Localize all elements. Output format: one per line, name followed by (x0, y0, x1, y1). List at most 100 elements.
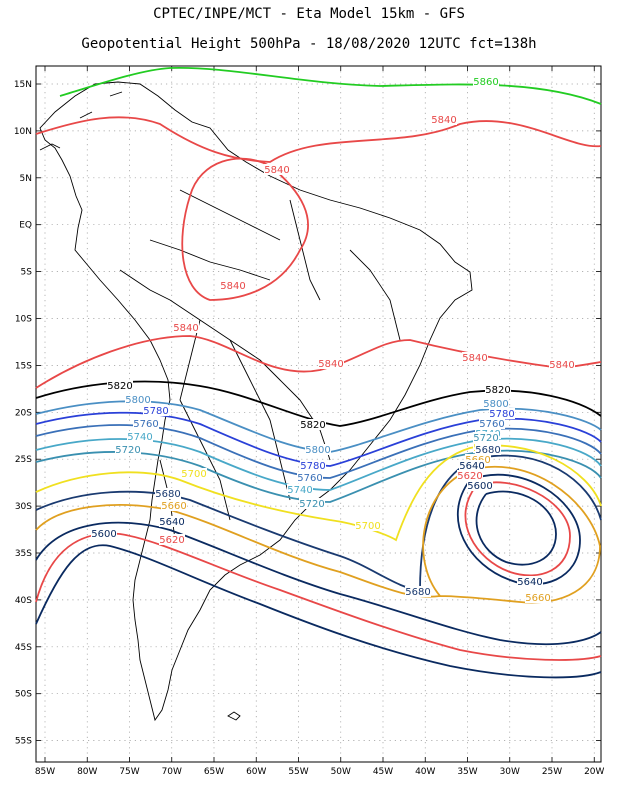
lon-label: 45W (373, 767, 393, 777)
contour-labels: 5860 5840 5840 5840 5840 5840 5840 5840 5820 5820… (91, 76, 575, 604)
lon-label: 60W (246, 767, 266, 777)
contour-label-bg (467, 480, 493, 491)
contour-label-5720: 5720 (299, 499, 324, 510)
contour-label-5620: 5620 (159, 535, 184, 546)
contour-5860 (59, 66, 602, 105)
contour-5660 (35, 465, 601, 604)
lat-label: 50S (15, 690, 32, 700)
contour-label-5840: 5840 (318, 359, 343, 370)
lat-label: 15S (15, 361, 32, 371)
contour-label-bg (181, 468, 207, 479)
contour-label-bg (115, 444, 141, 455)
contour-label-5740: 5740 (287, 485, 312, 496)
lon-label: 35W (457, 767, 477, 777)
contour-label-bg (133, 418, 159, 429)
lat-label: 5S (21, 268, 33, 278)
lat-label: 35S (15, 549, 32, 559)
contour-label-bg (91, 528, 117, 539)
contour-label-bg (465, 454, 491, 465)
contour-label-bg (155, 488, 181, 499)
contour-label-5680: 5680 (405, 587, 430, 598)
longitude-labels: 85W 80W 75W 70W 65W 60W 55W 50W 45W 40W 35W 30W 25W 2… (35, 767, 605, 777)
contour-label-5600: 5600 (91, 529, 116, 540)
contour-label-5720: 5720 (115, 445, 140, 456)
contour-5600 (35, 490, 602, 679)
contour-5820 (35, 380, 602, 427)
contour-label-5780: 5780 (300, 461, 325, 472)
falklands (227, 711, 241, 721)
contour-label-5800: 5800 (483, 399, 508, 410)
axis-ticks (36, 66, 601, 762)
contour-label-5860: 5860 (473, 77, 498, 88)
contour-label-bg (473, 76, 499, 87)
lat-label: 30S (15, 502, 32, 512)
lat-label: 40S (15, 596, 32, 606)
contour-label-5820: 5820 (107, 381, 132, 392)
lon-label: 85W (35, 767, 55, 777)
contour-label-bg (431, 114, 457, 125)
contour-label-bg (299, 498, 325, 509)
contour-label-bg (305, 444, 331, 455)
contour-label-bg (220, 280, 246, 291)
lat-label: 55S (15, 737, 32, 747)
contour-label-5640: 5640 (517, 577, 542, 588)
contour-label-bg (485, 384, 511, 395)
lon-label: 40W (415, 767, 435, 777)
contour-label-5680: 5680 (475, 445, 500, 456)
contour-5720 (35, 449, 602, 503)
lon-label: 80W (77, 767, 97, 777)
contour-label-bg (473, 432, 499, 443)
contour-label-bg (287, 484, 313, 495)
contour-label-bg (318, 358, 344, 369)
contour-label-5820: 5820 (300, 420, 325, 431)
contour-label-bg (405, 586, 431, 597)
lat-label: 5N (20, 174, 32, 184)
contour-label-bg (462, 352, 488, 363)
chart-title-line1: CPTEC/INPE/MCT - Eta Model 15km - GFS (153, 6, 465, 22)
contour-label-bg (173, 322, 199, 333)
lat-label: 25S (15, 455, 32, 465)
contour-label-bg (300, 460, 326, 471)
chart-title-line2: Geopotential Height 500hPa - 18/08/2020 … (81, 36, 537, 52)
contour-label-5760: 5760 (297, 473, 322, 484)
contour-label-5600: 5600 (467, 481, 492, 492)
contour-label-bg (297, 472, 323, 483)
lon-label: 65W (204, 767, 224, 777)
contour-label-bg (479, 418, 505, 429)
lon-label: 55W (288, 767, 308, 777)
contour-label-5840: 5840 (549, 360, 574, 371)
contour-label-5800: 5800 (125, 395, 150, 406)
contour-label-bg (125, 394, 151, 405)
contour-label-bg (549, 359, 575, 370)
contour-label-5700: 5700 (355, 521, 380, 532)
lat-label: 45S (15, 643, 32, 653)
contour-label-bg (489, 408, 515, 419)
contour-label-5800: 5800 (305, 445, 330, 456)
contour-label-5640: 5640 (159, 517, 184, 528)
contour-label-5840: 5840 (462, 353, 487, 364)
contour-label-5740: 5740 (127, 432, 152, 443)
latitude-labels: 15N 10N 5N EQ 5S 10S 15S 20S 25S 30S 35S 40S 45S 50S 5… (14, 80, 32, 747)
contour-label-5780: 5780 (143, 406, 168, 417)
contour-label-bg (457, 470, 483, 481)
contour-label-bg (525, 592, 551, 603)
lat-label: EQ (19, 221, 32, 231)
contour-label-5780: 5780 (489, 409, 514, 420)
contour-label-bg (159, 516, 185, 527)
contour-label-bg (300, 419, 326, 430)
contour-label-5820: 5820 (485, 385, 510, 396)
contour-label-bg (475, 444, 501, 455)
lon-label: 20W (584, 767, 604, 777)
lon-label: 30W (500, 767, 520, 777)
contour-label-bg (143, 405, 169, 416)
contour-label-bg (107, 380, 133, 391)
lon-label: 50W (331, 767, 351, 777)
lon-label: 25W (542, 767, 562, 777)
contour-label-5760: 5760 (133, 419, 158, 430)
contour-label-bg (159, 534, 185, 545)
contour-label-5660: 5660 (525, 593, 550, 604)
contour-label-5640: 5640 (459, 461, 484, 472)
contour-label-5840: 5840 (173, 323, 198, 334)
contour-5840 (35, 116, 602, 163)
